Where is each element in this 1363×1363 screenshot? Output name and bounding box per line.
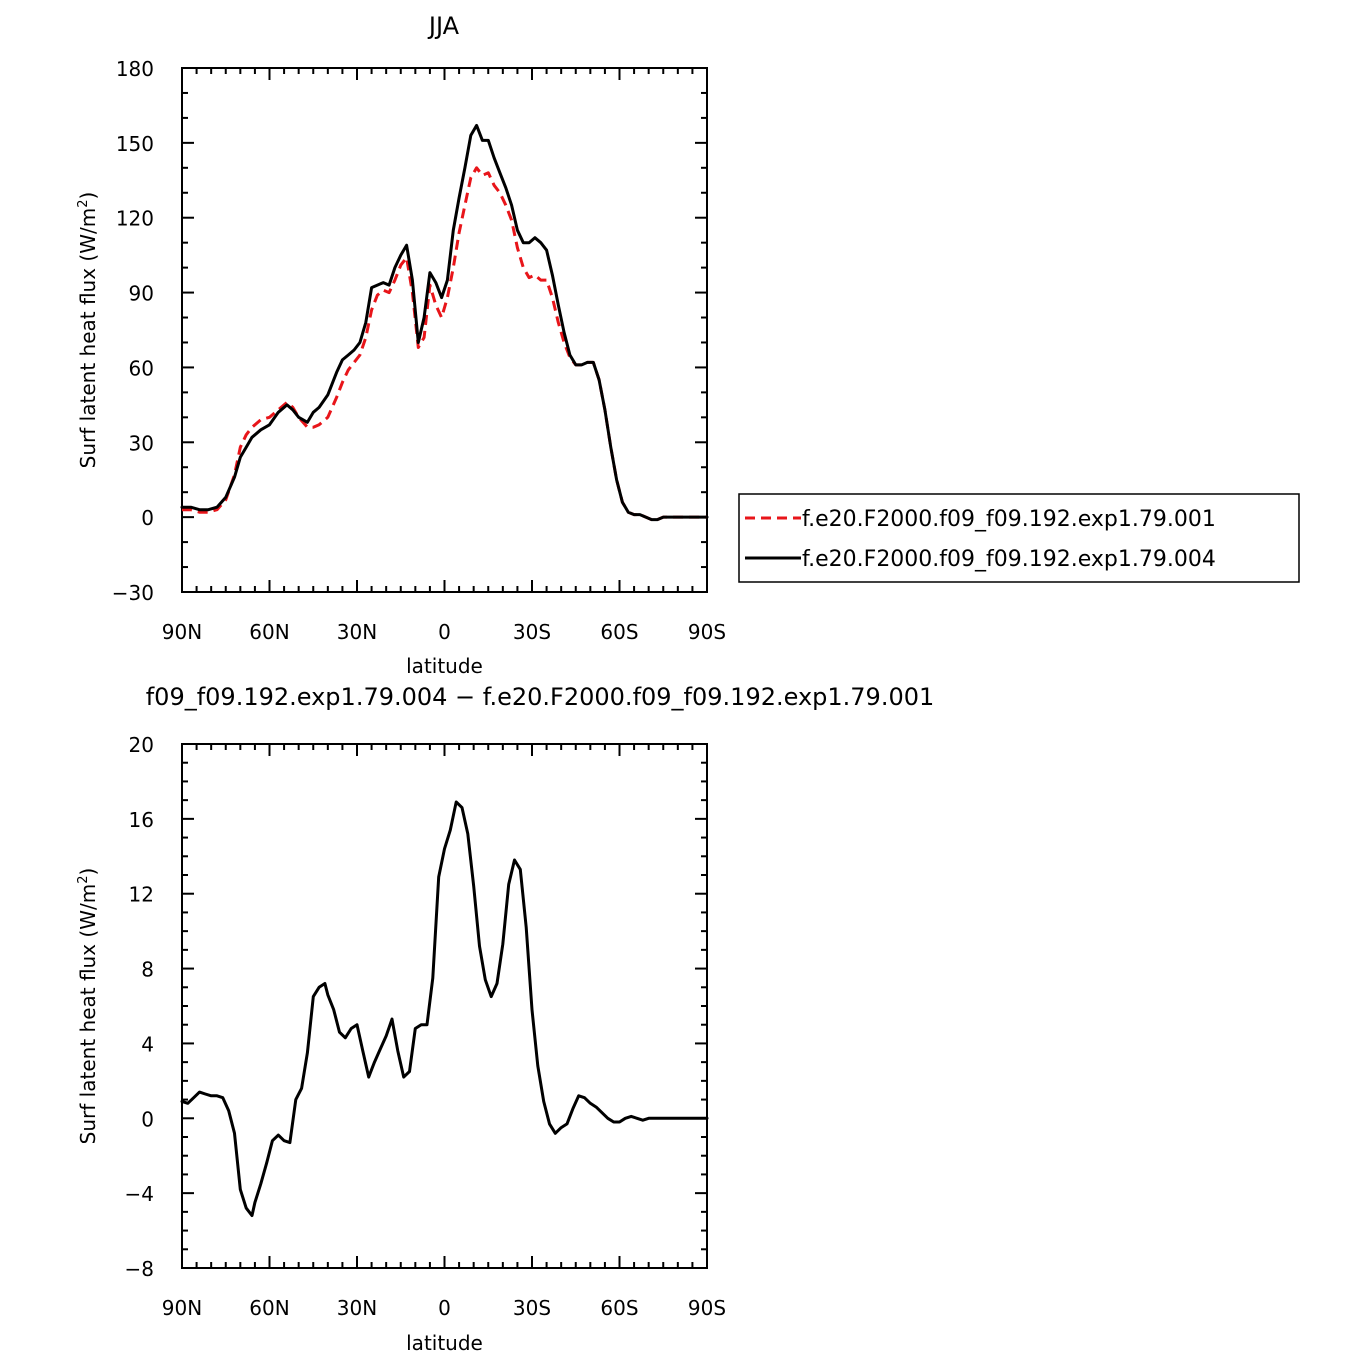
panel1-y-tick-label: 150 [116, 132, 154, 156]
panel1-chart: 90N 60N 30N 0 30S 60S 90S −30 0 30 60 90 120 150 180 la… [76, 12, 1300, 678]
panel1-x-tick-label: 60S [600, 620, 638, 644]
panel2-x-axis-label: latitude [406, 1331, 483, 1355]
panel2-plot-frame [181, 743, 708, 1269]
panel2-x-tick-label: 60N [249, 1296, 289, 1320]
panel1-series-line-1 [182, 166, 707, 522]
panel2-y-tick-label: 0 [141, 1107, 154, 1131]
panel2-y-axis-label-text: Surf latent heat flux (W/m [76, 884, 100, 1145]
panel1-y-tick-label: 0 [141, 506, 154, 530]
panel1-x-tick-label: 90S [688, 620, 726, 644]
panel1-title: JJA [427, 12, 460, 40]
legend-label-1: f.e20.F2000.f09_f09.192.exp1.79.001 [802, 507, 1216, 532]
panel2-chart: 90N 60N 30N 0 30S 60S 90S −8 −4 0 4 8 12 16 20 latitude… [76, 683, 934, 1355]
panel2-y-tick-label: −8 [125, 1257, 154, 1281]
panel1-y-axis-label-superscript: 2 [76, 200, 91, 208]
panel2-x-tick-label: 30S [513, 1296, 551, 1320]
panel1-x-tick-label: 60N [249, 620, 289, 644]
panel2-y-tick-label: 16 [129, 808, 154, 832]
panel2-y-tick-label: 12 [129, 883, 154, 907]
panel2-y-tick-label: 20 [129, 733, 154, 757]
panel2-y-axis-label-superscript: 2 [76, 876, 91, 884]
panel2-y-tick-label: 8 [141, 958, 154, 982]
legend-box [738, 493, 1300, 583]
panel1-x-tick-label: 0 [438, 620, 451, 644]
panel1-y-tick-label: 30 [129, 431, 154, 455]
panel2-title: f09_f09.192.exp1.79.004 − f.e20.F2000.f0… [146, 683, 935, 711]
panel2-x-tick-label: 60S [600, 1296, 638, 1320]
panel1-x-tick-label: 30N [337, 620, 377, 644]
panel1-y-tick-label: −30 [112, 581, 154, 605]
panel1-x-tick-label: 30S [513, 620, 551, 644]
panel2-y-axis-label: Surf latent heat flux (W/m2) [76, 868, 100, 1145]
panel2-y-axis-label-close: ) [76, 868, 100, 876]
panel2-x-tick-label: 0 [438, 1296, 451, 1320]
panel1-y-tick-label: 120 [116, 207, 154, 231]
panel1-series-line-2 [180, 123, 709, 522]
panel2-series-line-1 [180, 800, 709, 1218]
panel1-y-tick-label: 60 [129, 356, 154, 380]
panel2-x-tick-label: 90N [162, 1296, 202, 1320]
panel2-y-tick-label: 4 [141, 1032, 154, 1056]
panel1-x-tick-label: 90N [162, 620, 202, 644]
panel2-y-tick-label: −4 [125, 1182, 154, 1206]
panel1-y-tick-label: 180 [116, 57, 154, 81]
panel1-y-axis-label-close: ) [76, 192, 100, 200]
panel1-y-tick-label: 90 [129, 282, 154, 306]
panel1-y-axis-label: Surf latent heat flux (W/m2) [76, 192, 100, 469]
panel2-x-tick-label: 90S [688, 1296, 726, 1320]
legend-label-2: f.e20.F2000.f09_f09.192.exp1.79.004 [802, 547, 1216, 572]
panel1-x-axis-label: latitude [406, 654, 483, 678]
panel1-y-axis-label-text: Surf latent heat flux (W/m [76, 208, 100, 469]
panel2-x-tick-label: 30N [337, 1296, 377, 1320]
